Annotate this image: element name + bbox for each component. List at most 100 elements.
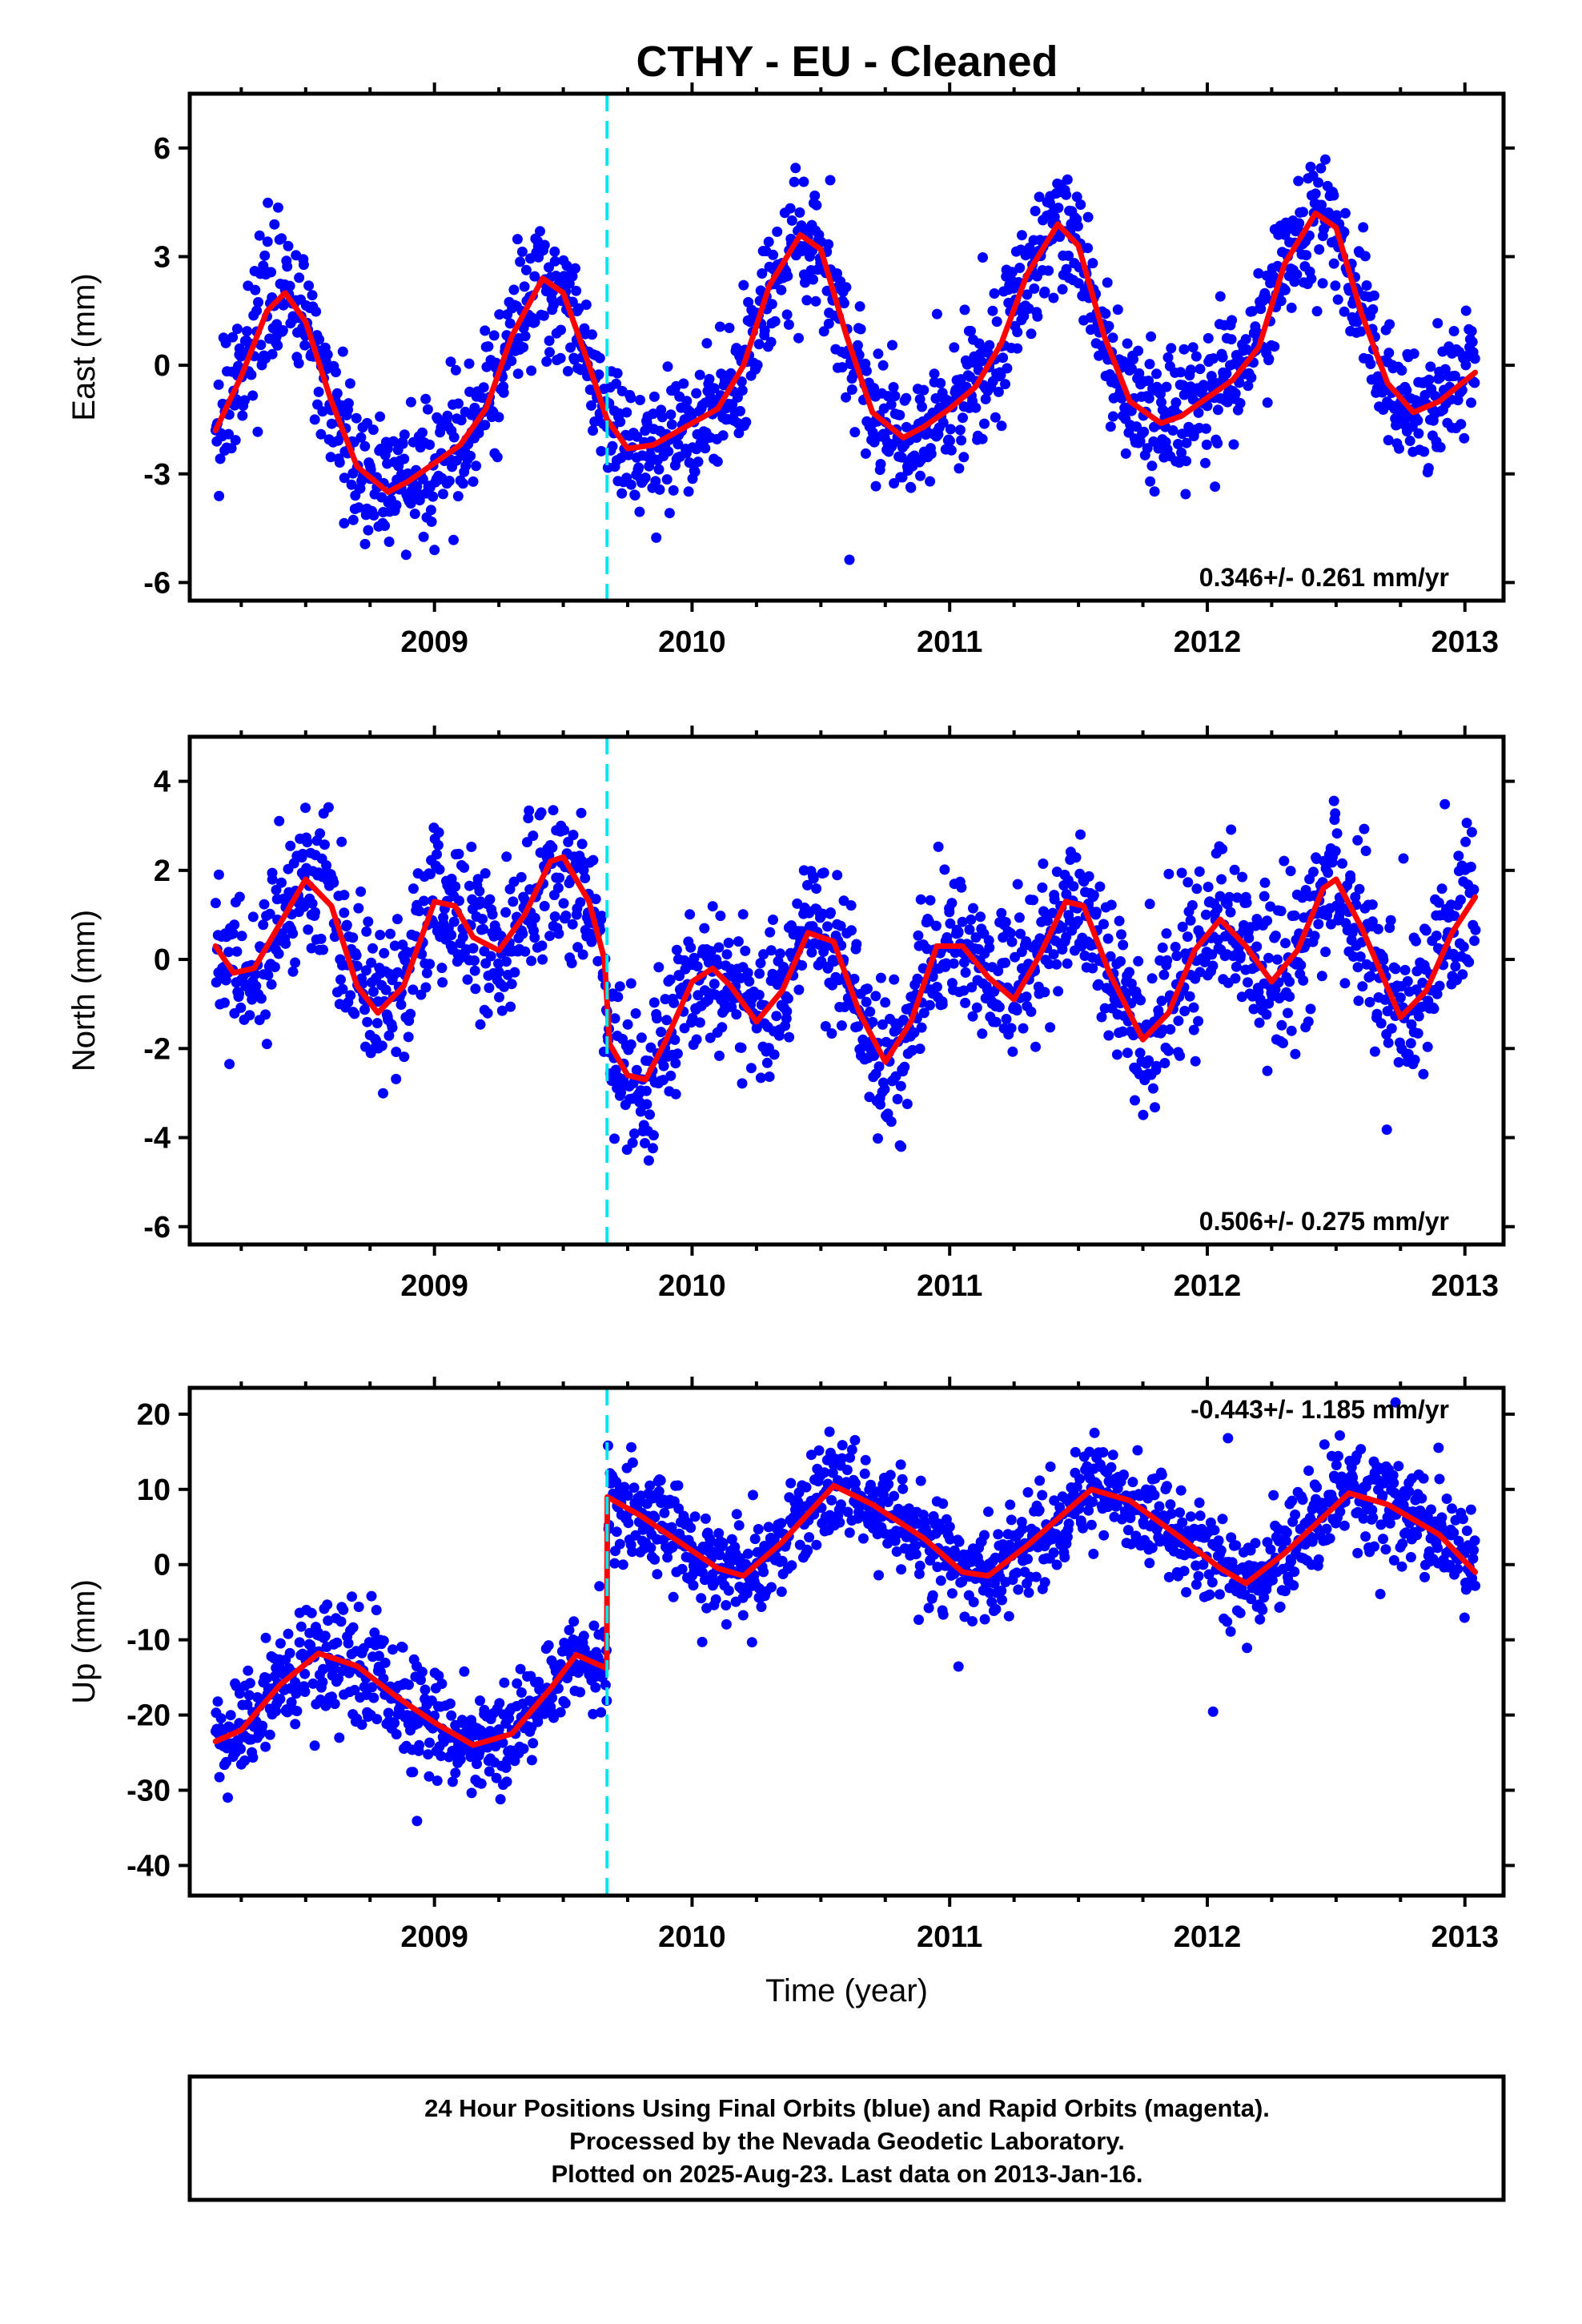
up-data-point bbox=[915, 1475, 926, 1486]
north-data-point bbox=[273, 948, 284, 959]
east-data-point bbox=[1294, 218, 1305, 229]
north-data-point bbox=[509, 967, 520, 978]
east-data-point bbox=[382, 443, 393, 454]
north-data-point bbox=[1365, 971, 1376, 982]
north-data-point bbox=[367, 943, 378, 954]
east-data-point bbox=[854, 301, 865, 312]
up-data-point bbox=[309, 1740, 320, 1751]
east-data-point bbox=[1408, 348, 1419, 360]
east-data-point bbox=[246, 369, 257, 380]
east-data-point bbox=[1151, 368, 1162, 380]
north-data-point bbox=[627, 1137, 638, 1148]
east-data-point bbox=[1339, 227, 1350, 238]
up-data-point bbox=[1177, 1517, 1188, 1528]
east-data-point bbox=[731, 343, 742, 354]
east-data-point bbox=[368, 510, 379, 521]
east-data-point bbox=[314, 334, 325, 345]
north-data-point bbox=[933, 841, 944, 852]
up-data-point bbox=[914, 1560, 926, 1571]
up-data-point bbox=[1250, 1538, 1261, 1549]
north-data-point bbox=[396, 999, 407, 1010]
north-data-point bbox=[846, 925, 857, 936]
north-data-point bbox=[1316, 971, 1327, 982]
north-data-point bbox=[339, 907, 350, 919]
north-data-point bbox=[1186, 900, 1198, 911]
up-data-point bbox=[1087, 1497, 1098, 1507]
north-data-point bbox=[1270, 931, 1281, 941]
east-data-point bbox=[946, 444, 957, 456]
north-data-point bbox=[1470, 924, 1481, 935]
east-data-point bbox=[808, 274, 818, 285]
east-data-point bbox=[1082, 243, 1094, 254]
north-data-point bbox=[328, 877, 339, 888]
east-data-point bbox=[549, 255, 560, 267]
up-data-point bbox=[935, 1575, 946, 1586]
north-data-point bbox=[558, 898, 569, 909]
north-data-point bbox=[1229, 864, 1240, 875]
north-data-point bbox=[870, 991, 881, 1002]
east-data-point bbox=[1175, 367, 1186, 378]
up-data-point bbox=[932, 1562, 943, 1573]
north-data-point bbox=[1417, 977, 1428, 988]
up-data-point bbox=[673, 1480, 684, 1491]
east-data-point bbox=[621, 407, 632, 418]
east-data-point bbox=[303, 280, 315, 292]
east-data-point bbox=[1105, 421, 1116, 432]
north-data-point bbox=[996, 907, 1007, 919]
east-data-point bbox=[623, 449, 634, 460]
up-data-point bbox=[588, 1708, 599, 1719]
north-data-point bbox=[319, 839, 330, 850]
up-data-point bbox=[1084, 1446, 1095, 1458]
east-data-point bbox=[1228, 439, 1239, 450]
east-data-point bbox=[870, 480, 881, 492]
up-data-point bbox=[825, 1510, 835, 1521]
east-data-point bbox=[1419, 446, 1430, 457]
north-data-point bbox=[524, 805, 535, 816]
up-data-point bbox=[756, 1602, 767, 1612]
east-data-point bbox=[629, 490, 640, 501]
up-data-point bbox=[526, 1755, 537, 1766]
east-data-point bbox=[562, 366, 573, 376]
north-data-point bbox=[300, 802, 311, 814]
east-data-point bbox=[483, 341, 494, 352]
east-data-point bbox=[1469, 377, 1480, 388]
east-data-point bbox=[1162, 352, 1174, 363]
up-data-point bbox=[990, 1603, 1002, 1614]
up-data-point bbox=[1265, 1544, 1276, 1555]
north-data-point bbox=[648, 1143, 658, 1154]
up-data-point bbox=[979, 1530, 990, 1541]
north-data-point bbox=[625, 978, 636, 989]
east-data-point bbox=[1122, 338, 1133, 349]
east-data-point bbox=[975, 356, 986, 367]
east-data-point bbox=[529, 271, 540, 282]
up-data-point bbox=[484, 1766, 495, 1777]
north-data-point bbox=[1070, 852, 1082, 863]
east-data-point bbox=[478, 382, 489, 393]
up-data-point bbox=[466, 1787, 477, 1799]
up-data-point bbox=[588, 1620, 600, 1631]
north-data-point bbox=[1305, 1003, 1316, 1015]
east-data-point bbox=[252, 426, 263, 437]
east-data-point bbox=[846, 384, 857, 395]
east-data-point bbox=[567, 271, 578, 282]
east-data-point bbox=[1435, 372, 1445, 384]
up-data-point bbox=[306, 1607, 317, 1618]
north-data-point bbox=[529, 932, 540, 943]
up-data-point bbox=[1178, 1566, 1190, 1577]
north-data-point bbox=[1090, 907, 1102, 918]
north-data-point bbox=[723, 937, 734, 948]
north-data-point bbox=[898, 1015, 909, 1026]
east-data-point bbox=[315, 428, 327, 440]
up-data-point bbox=[225, 1710, 236, 1721]
east-data-point bbox=[1367, 304, 1379, 315]
east-data-point bbox=[571, 285, 582, 296]
east-data-point bbox=[625, 392, 636, 404]
north-data-point bbox=[1469, 935, 1480, 947]
east-ylabel: East (mm) bbox=[66, 273, 102, 420]
north-data-point bbox=[1385, 915, 1396, 926]
east-data-point bbox=[1466, 326, 1477, 336]
up-data-point bbox=[383, 1707, 394, 1719]
east-data-point bbox=[993, 386, 1004, 397]
east-data-point bbox=[1128, 354, 1138, 365]
